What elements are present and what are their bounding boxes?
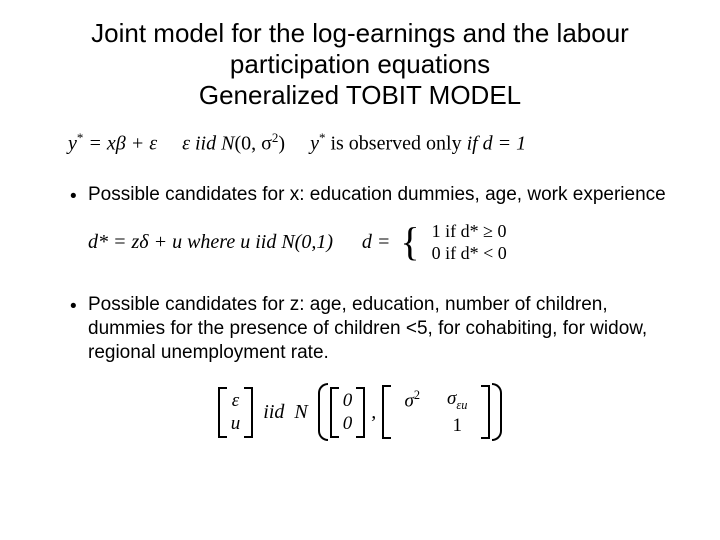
eq1-y2: y	[310, 132, 319, 154]
sigma-sq: 2	[414, 388, 420, 402]
vec-u: u	[231, 412, 241, 436]
eq1-obs: is observed only	[325, 132, 466, 154]
bracket-right-icon	[481, 385, 490, 439]
bullet-z-candidates: • Possible candidates for z: age, educat…	[70, 293, 680, 366]
mean-0b: 0	[343, 412, 353, 436]
sigma-eu-sub: εu	[456, 398, 467, 412]
title-line-2: participation equations	[230, 49, 490, 79]
title-line-1: Joint model for the log-earnings and the…	[91, 18, 629, 48]
equation-covariance: ε u iid N 0 0 ,	[40, 383, 680, 441]
mvn-args: 0 0 , σ2 σεu 1	[318, 383, 503, 441]
eq1-eps: ε iid N	[182, 132, 234, 154]
vector-eps-u: ε u	[218, 387, 254, 439]
equation-d-star: d* = zδ + u where u iid N(0,1) d = { 1 i…	[88, 220, 680, 265]
eq2-d: d =	[362, 231, 391, 254]
sigma-eu: σεu	[437, 387, 477, 413]
comma: ,	[371, 401, 376, 424]
bracket-right-icon	[244, 387, 253, 439]
vec-eps: ε	[231, 389, 241, 413]
mean-col: 0 0	[339, 387, 357, 439]
title-line-3: Generalized TOBIT MODEL	[199, 80, 521, 110]
eq1-y: y	[68, 132, 77, 154]
bracket-left-icon	[382, 385, 391, 439]
case-1: 1 if d* ≥ 0	[432, 220, 507, 243]
vec-col: ε u	[227, 387, 245, 439]
bullet-x-candidates: • Possible candidates for x: education d…	[70, 183, 680, 209]
slide-title: Joint model for the log-earnings and the…	[40, 18, 680, 112]
eq1-norm-a: (0, σ	[234, 132, 271, 154]
mvn-inner: 0 0 , σ2 σεu 1	[328, 383, 493, 441]
bullet-dot-icon: •	[70, 293, 88, 319]
sigma-b: σ	[447, 388, 456, 409]
mean-0a: 0	[343, 389, 353, 413]
bullet-x-text: Possible candidates for x: education dum…	[88, 183, 680, 207]
bracket-right-icon	[356, 387, 365, 439]
iid-label: iid	[263, 401, 284, 424]
mean-vector: 0 0	[330, 387, 366, 439]
eq1-norm-b: )	[278, 132, 285, 154]
case-0: 0 if d* < 0	[432, 242, 507, 265]
paren-left-icon	[318, 383, 328, 441]
equation-y-star: y* = xβ + ε ε iid N(0, σ2) y* is observe…	[68, 130, 680, 156]
paren-right-icon	[492, 383, 502, 441]
eq2-body: d* = zδ + u where u iid N(0,1)	[88, 231, 333, 254]
bracket-left-icon	[218, 387, 227, 439]
cov-col2: σεu 1	[433, 385, 481, 439]
eq1-body: = xβ + ε	[83, 132, 157, 154]
cov-blank	[395, 413, 429, 437]
brace-icon: {	[400, 222, 421, 262]
cov-col1: σ2	[391, 385, 433, 439]
bullet-z-text: Possible candidates for z: age, educatio…	[88, 293, 680, 366]
slide: Joint model for the log-earnings and the…	[0, 0, 720, 540]
sigma: σ	[404, 390, 413, 411]
cov-1: 1	[437, 414, 477, 438]
eq1-cond: if d = 1	[467, 132, 527, 154]
sigma2: σ2	[395, 388, 429, 413]
eq2-cases: 1 if d* ≥ 0 0 if d* < 0	[432, 220, 507, 265]
N-label: N	[294, 401, 307, 424]
cov-matrix: σ2 σεu 1	[382, 385, 490, 439]
bracket-left-icon	[330, 387, 339, 439]
bullet-dot-icon: •	[70, 183, 88, 209]
